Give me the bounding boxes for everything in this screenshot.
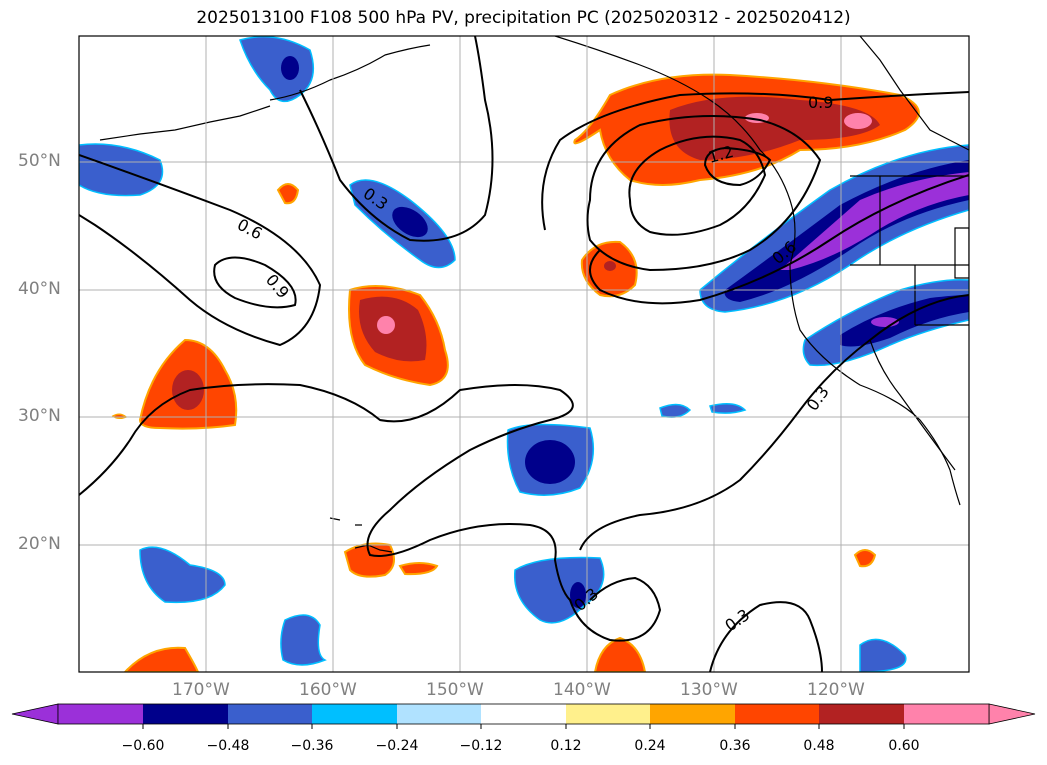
colorbar-tick-label: −0.12 bbox=[459, 738, 503, 754]
colorbar-tick-label: 0.48 bbox=[803, 738, 835, 754]
gridlines bbox=[79, 36, 969, 672]
map-title: 2025013100 F108 500 hPa PV, precipitatio… bbox=[196, 8, 851, 28]
lon-label: 150°W bbox=[426, 680, 484, 700]
lon-label: 120°W bbox=[807, 680, 865, 700]
colorbar-tick-label: −0.48 bbox=[206, 738, 250, 754]
colorbar-cell bbox=[228, 704, 312, 724]
colorbar-tick-label: −0.24 bbox=[375, 738, 419, 754]
colorbar-cell bbox=[904, 704, 989, 724]
lon-label: 170°W bbox=[172, 680, 230, 700]
colorbar-tick-label: 0.60 bbox=[888, 738, 920, 754]
colorbar-cell bbox=[397, 704, 481, 724]
pv-contours bbox=[79, 36, 969, 672]
lon-label: 140°W bbox=[553, 680, 611, 700]
colorbar-cell bbox=[819, 704, 904, 724]
colorbar-frame bbox=[57, 703, 990, 725]
colorbar-tick-label: −0.36 bbox=[290, 738, 334, 754]
colorbar bbox=[11, 703, 1036, 729]
contour-label: 0.9 bbox=[808, 93, 833, 112]
colorbar-max-extend bbox=[988, 703, 1036, 725]
colorbar-tick-label: 0.36 bbox=[719, 738, 751, 754]
lat-label: 20°N bbox=[18, 534, 61, 554]
colorbar-cell bbox=[312, 704, 397, 724]
lat-label: 30°N bbox=[18, 406, 61, 426]
colorbar-tick-label: 0.12 bbox=[550, 738, 582, 754]
colorbar-tick-label: −0.60 bbox=[121, 738, 165, 754]
colorbar-cell bbox=[481, 704, 566, 724]
lon-label: 130°W bbox=[680, 680, 738, 700]
negative-precip-patches bbox=[79, 36, 969, 672]
colorbar-min-extend bbox=[11, 703, 59, 725]
colorbar-cell bbox=[143, 704, 228, 724]
colorbar-cell bbox=[58, 704, 143, 724]
colorbar-cell bbox=[650, 704, 735, 724]
colorbar-cell bbox=[566, 704, 650, 724]
colorbar-cell bbox=[735, 704, 819, 724]
lat-label: 50°N bbox=[18, 151, 61, 171]
lon-label: 160°W bbox=[299, 680, 357, 700]
map-frame bbox=[78, 35, 970, 673]
lat-label: 40°N bbox=[18, 279, 61, 299]
colorbar-tick-label: 0.24 bbox=[634, 738, 666, 754]
positive-precip-patches bbox=[111, 73, 920, 672]
